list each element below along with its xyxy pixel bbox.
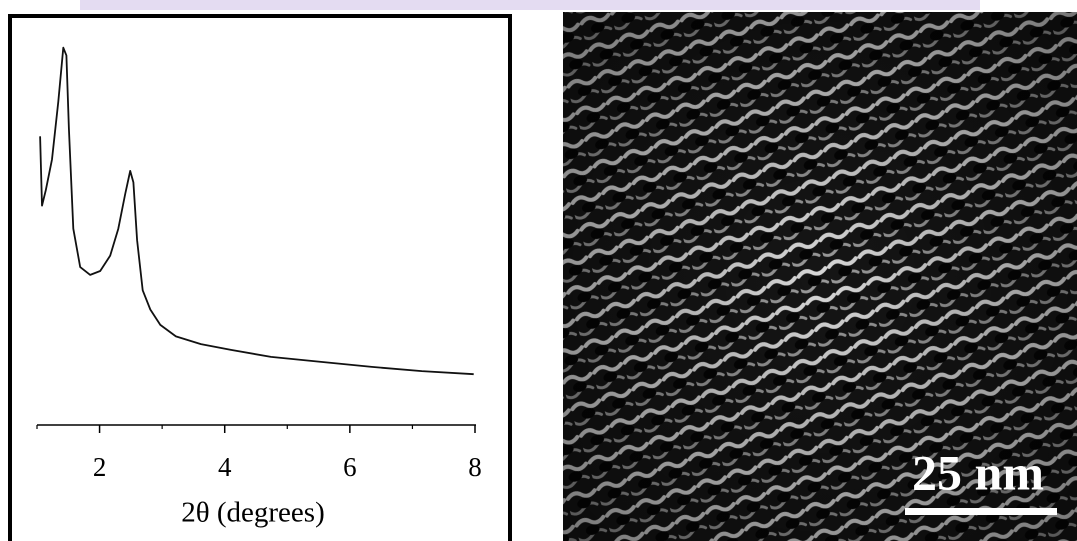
x-axis-label: 2θ (degrees) <box>181 497 325 529</box>
x-tick-label: 6 <box>343 452 357 482</box>
plot: 2 4 6 8 <box>36 46 482 482</box>
xrd-curve <box>39 46 474 376</box>
tem-shading <box>563 12 1077 541</box>
watermark <box>80 0 980 10</box>
x-tick-label: 8 <box>468 452 482 482</box>
plot-frame <box>8 14 512 541</box>
scale-bar-label: 25 nm <box>912 444 1044 500</box>
scale-bar <box>905 508 1057 515</box>
x-tick-label: 4 <box>218 452 232 482</box>
x-tick-label: 2 <box>93 452 107 482</box>
